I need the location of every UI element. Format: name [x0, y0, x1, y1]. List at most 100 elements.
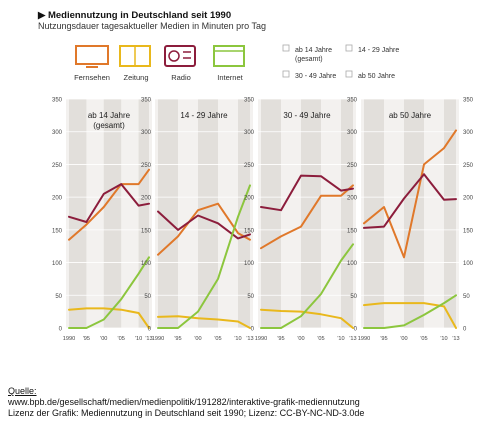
legend-group-label: ab 50 Jahre [358, 73, 395, 80]
legend-label: Internet [217, 73, 243, 82]
newspaper-icon [119, 45, 151, 67]
x-tick-label: '13 [349, 336, 356, 342]
y-tick-label: 50 [350, 294, 357, 300]
series-line-internet [363, 294, 457, 329]
chart-title-text: Mediennutzung in Deutschland seit 1990 [47, 10, 232, 21]
series-line-fernsehen [68, 168, 150, 241]
source-url[interactable]: www.bpb.de/gesellschaft/medien/medienpol… [8, 397, 360, 407]
y-tick-label-right: 150 [463, 228, 474, 234]
series-line-zeitung [157, 315, 251, 329]
y-tick-label: 150 [141, 228, 152, 234]
x-tick-label: 1990 [63, 336, 75, 342]
panel-label: 14 - 29 Jahre [180, 111, 228, 120]
x-tick-label: '10 [337, 336, 344, 342]
x-tick-label: '10 [440, 336, 447, 342]
x-tick-label: '95 [174, 336, 181, 342]
panel-stripe [444, 99, 456, 328]
legend-label: Radio [171, 73, 191, 82]
series-line-fernsehen [157, 202, 251, 256]
legend-group-label: ab 14 Jahre (gesamt) [295, 47, 332, 63]
browser-window-icon [213, 45, 245, 67]
y-tick-label-right: 350 [463, 98, 474, 104]
panel-stripe [138, 99, 149, 328]
y-tick-label-right: 50 [463, 294, 470, 300]
legend-item-radio: Radio [164, 45, 196, 82]
y-tick-label: 350 [141, 98, 152, 104]
series-line-fernsehen [363, 129, 457, 259]
chart-area: Fernsehen Zeitung Radio Internet ab 14 Jahre… [52, 44, 474, 343]
y-tick-label: 0 [251, 327, 255, 333]
x-tick-label: '00 [297, 336, 304, 342]
legend-label: Fernsehen [74, 73, 110, 82]
panel-stripe [158, 99, 178, 328]
y-tick-label: 350 [244, 98, 255, 104]
x-tick-label: '13 [246, 336, 253, 342]
panel-label: 30 - 49 Jahre [283, 111, 331, 120]
tv-icon [75, 45, 109, 68]
legend-item-fernsehen: Fernsehen [74, 45, 110, 82]
series-line-radio [363, 173, 457, 229]
panel-stripe [341, 99, 353, 328]
y-tick-label: 150 [52, 228, 63, 234]
y-tick-label: 50 [144, 294, 151, 300]
legend-group-label: 30 - 49 Jahre [295, 73, 336, 80]
panel-label: ab 50 Jahre [389, 111, 432, 120]
panel-2: 0 50 100 150 200 250 300 350 1990 '95 '00 '05 '10 '13… [141, 98, 254, 343]
y-tick-label: 0 [59, 327, 63, 333]
chart-title: ▶ Mediennutzung in Deutschland seit 1990 [38, 10, 232, 21]
radio-body [164, 45, 196, 67]
y-tick-label: 250 [52, 163, 63, 169]
y-tick-label: 100 [244, 261, 255, 267]
panel-stripe [103, 99, 122, 328]
chart-subtitle: Nutzungsdauer tagesaktueller Medien in M… [38, 21, 266, 31]
y-tick-label: 250 [244, 163, 255, 169]
series-line-internet [68, 256, 150, 329]
legend-group-item: ab 50 Jahre [345, 70, 395, 80]
y-tick-label: 200 [141, 196, 152, 202]
x-tick-label: '95 [277, 336, 284, 342]
y-tick-label: 200 [347, 196, 358, 202]
tv-screen [75, 45, 109, 65]
y-tick-label: 300 [52, 130, 63, 136]
legend-group-item: 30 - 49 Jahre [282, 70, 336, 80]
legend-group-item: ab 14 Jahre (gesamt) [282, 44, 332, 63]
panel-label: (gesamt) [93, 121, 125, 130]
y-tick-label: 150 [347, 228, 358, 234]
x-tick-label: '05 [118, 336, 125, 342]
x-tick-label: '13 [452, 336, 459, 342]
checkbox-icon [282, 44, 290, 52]
radio-speaker [168, 50, 180, 62]
x-tick-label: '10 [234, 336, 241, 342]
panel-1: 0 50 100 150 200 250 300 350 1990 '95 '00 '05 '10'13… [52, 98, 153, 343]
x-tick-label: '95 [380, 336, 387, 342]
y-tick-label-right: 250 [463, 163, 474, 169]
y-tick-label-right: 100 [463, 261, 474, 267]
x-tick-label: '05 [214, 336, 221, 342]
y-tick-label: 0 [354, 327, 358, 333]
x-tick-label: '00 [194, 336, 201, 342]
series-line-radio [260, 174, 354, 212]
panel-stripe [238, 99, 250, 328]
panel-3: 0 50 100 150 200 250 300 350 1990 '95 '00 '05 '10 '13… [244, 98, 357, 343]
series-line-zeitung [363, 302, 457, 329]
checkbox-icon [345, 70, 353, 78]
y-tick-label: 300 [141, 130, 152, 136]
series-line-radio [157, 210, 251, 240]
y-tick-label: 0 [148, 327, 152, 333]
x-tick-label: 1990 [255, 336, 267, 342]
x-tick-label: 1990 [358, 336, 370, 342]
legend-item-internet: Internet [213, 45, 245, 82]
y-tick-label: 350 [52, 98, 63, 104]
x-tick-label: '05 [420, 336, 427, 342]
radio-icon [164, 45, 196, 67]
legend-group-item: 14 - 29 Jahre [345, 44, 399, 54]
source-license: Lizenz der Grafik: Mediennutzung in Deut… [8, 408, 365, 418]
y-tick-label: 200 [52, 196, 63, 202]
y-tick-label: 250 [141, 163, 152, 169]
source-heading: Quelle: [8, 386, 37, 396]
series-line-fernsehen [260, 184, 354, 250]
series-line-zeitung [260, 308, 354, 329]
y-tick-label: 350 [347, 98, 358, 104]
x-tick-label: '00 [400, 336, 407, 342]
series-line-internet [157, 184, 251, 329]
